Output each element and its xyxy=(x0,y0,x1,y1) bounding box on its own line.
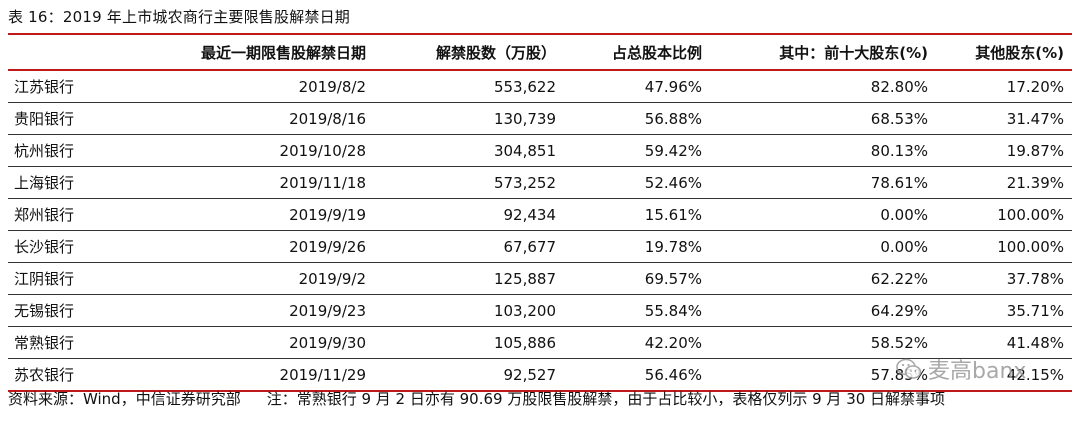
cell-others-share: 41.48% xyxy=(936,326,1072,359)
cell-shares: 125,887 xyxy=(374,262,564,295)
cell-top10-share: 68.53% xyxy=(710,102,936,135)
table-row: 贵阳银行 2019/8/16 130,739 56.88% 68.53% 31.47% xyxy=(8,102,1072,135)
cell-expiry-date: 2019/11/29 xyxy=(162,358,374,392)
cell-shares: 573,252 xyxy=(374,166,564,199)
cell-shares: 92,434 xyxy=(374,198,564,231)
cell-expiry-date: 2019/9/19 xyxy=(162,198,374,231)
cell-ratio: 69.57% xyxy=(564,262,710,295)
cell-ratio: 52.46% xyxy=(564,166,710,199)
cell-top10-share: 0.00% xyxy=(710,198,936,231)
cell-bank-name: 江苏银行 xyxy=(8,70,162,103)
header-cell-others: 其他股东(%) xyxy=(936,35,1072,71)
header-cell-expiry-date: 最近一期限售股解禁日期 xyxy=(162,35,374,71)
cell-bank-name: 长沙银行 xyxy=(8,230,162,263)
cell-bank-name: 常熟银行 xyxy=(8,326,162,359)
header-cell-shares: 解禁股数（万股） xyxy=(374,35,564,71)
cell-ratio: 42.20% xyxy=(564,326,710,359)
table-row: 苏农银行 2019/11/29 92,527 56.46% 57.85% 42.15% xyxy=(8,358,1072,392)
cell-others-share: 37.78% xyxy=(936,262,1072,295)
cell-top10-share: 64.29% xyxy=(710,294,936,327)
header-cell-bank xyxy=(8,35,162,71)
cell-ratio: 55.84% xyxy=(564,294,710,327)
watermark: 麦高banx xyxy=(896,353,1026,385)
cell-expiry-date: 2019/9/2 xyxy=(162,262,374,295)
cell-bank-name: 无锡银行 xyxy=(8,294,162,327)
cell-expiry-date: 2019/8/2 xyxy=(162,70,374,103)
cell-expiry-date: 2019/11/18 xyxy=(162,166,374,199)
cell-others-share: 31.47% xyxy=(936,102,1072,135)
cell-shares: 553,622 xyxy=(374,70,564,103)
header-row: 最近一期限售股解禁日期 解禁股数（万股） 占总股本比例 其中：前十大股东(%) … xyxy=(8,35,1072,71)
table-row: 江苏银行 2019/8/2 553,622 47.96% 82.80% 17.20% xyxy=(8,70,1072,103)
cell-others-share: 100.00% xyxy=(936,230,1072,263)
table-row: 郑州银行 2019/9/19 92,434 15.61% 0.00% 100.00% xyxy=(8,198,1072,231)
cell-others-share: 100.00% xyxy=(936,198,1072,231)
cell-others-share: 42.15% xyxy=(936,358,1072,392)
cell-expiry-date: 2019/9/26 xyxy=(162,230,374,263)
cell-shares: 105,886 xyxy=(374,326,564,359)
table-row: 上海银行 2019/11/18 573,252 52.46% 78.61% 21.39% xyxy=(8,166,1072,199)
cell-shares: 304,851 xyxy=(374,134,564,167)
cell-ratio: 59.42% xyxy=(564,134,710,167)
cell-ratio: 56.88% xyxy=(564,102,710,135)
cell-bank-name: 杭州银行 xyxy=(8,134,162,167)
cell-expiry-date: 2019/10/28 xyxy=(162,134,374,167)
top-rule xyxy=(8,33,1072,35)
cell-shares: 103,200 xyxy=(374,294,564,327)
remark-note: 注：常熟银行 9 月 2 日亦有 90.69 万股限售股解禁，由于占比较小，表格… xyxy=(266,390,946,408)
cell-ratio: 47.96% xyxy=(564,70,710,103)
table-row: 江阴银行 2019/9/2 125,887 69.57% 62.22% 37.78% xyxy=(8,262,1072,295)
table-row: 杭州银行 2019/10/28 304,851 59.42% 80.13% 19.87% xyxy=(8,134,1072,167)
cell-expiry-date: 2019/8/16 xyxy=(162,102,374,135)
cell-bank-name: 上海银行 xyxy=(8,166,162,199)
cell-shares: 92,527 xyxy=(374,358,564,392)
cell-top10-share: 62.22% xyxy=(710,262,936,295)
lockup-expiry-table: 最近一期限售股解禁日期 解禁股数（万股） 占总股本比例 其中：前十大股东(%) … xyxy=(8,35,1072,392)
cell-top10-share: 78.61% xyxy=(710,166,936,199)
cell-bank-name: 郑州银行 xyxy=(8,198,162,231)
cell-bank-name: 苏农银行 xyxy=(8,358,162,392)
table-row: 常熟银行 2019/9/30 105,886 42.20% 58.52% 41.48% xyxy=(8,326,1072,359)
cell-shares: 67,677 xyxy=(374,230,564,263)
wechat-icon xyxy=(896,358,922,379)
cell-top10-share: 82.80% xyxy=(710,70,936,103)
cell-others-share: 21.39% xyxy=(936,166,1072,199)
header-cell-top10: 其中：前十大股东(%) xyxy=(710,35,936,71)
cell-expiry-date: 2019/9/30 xyxy=(162,326,374,359)
table-row: 无锡银行 2019/9/23 103,200 55.84% 64.29% 35.71% xyxy=(8,294,1072,327)
cell-shares: 130,739 xyxy=(374,102,564,135)
source-note: 资料来源：Wind，中信证券研究部 xyxy=(8,390,241,408)
cell-bank-name: 江阴银行 xyxy=(8,262,162,295)
header-cell-ratio: 占总股本比例 xyxy=(564,35,710,71)
cell-others-share: 19.87% xyxy=(936,134,1072,167)
cell-bank-name: 贵阳银行 xyxy=(8,102,162,135)
cell-ratio: 19.78% xyxy=(564,230,710,263)
cell-ratio: 56.46% xyxy=(564,358,710,392)
cell-top10-share: 80.13% xyxy=(710,134,936,167)
table-row: 长沙银行 2019/9/26 67,677 19.78% 0.00% 100.00% xyxy=(8,230,1072,263)
cell-others-share: 17.20% xyxy=(936,70,1072,103)
table-title: 表 16：2019 年上市城农商行主要限售股解禁日期 xyxy=(8,8,350,26)
cell-top10-share: 0.00% xyxy=(710,230,936,263)
table-body: 江苏银行 2019/8/2 553,622 47.96% 82.80% 17.20% 贵阳银… xyxy=(8,70,1072,392)
cell-others-share: 35.71% xyxy=(936,294,1072,327)
cell-ratio: 15.61% xyxy=(564,198,710,231)
cell-top10-share: 58.52% xyxy=(710,326,936,359)
watermark-text: 麦高banx xyxy=(928,359,1027,384)
footer: 资料来源：Wind，中信证券研究部 注：常熟银行 9 月 2 日亦有 90.69 … xyxy=(8,388,945,409)
cell-expiry-date: 2019/9/23 xyxy=(162,294,374,327)
table-header: 最近一期限售股解禁日期 解禁股数（万股） 占总股本比例 其中：前十大股东(%) … xyxy=(8,35,1072,71)
